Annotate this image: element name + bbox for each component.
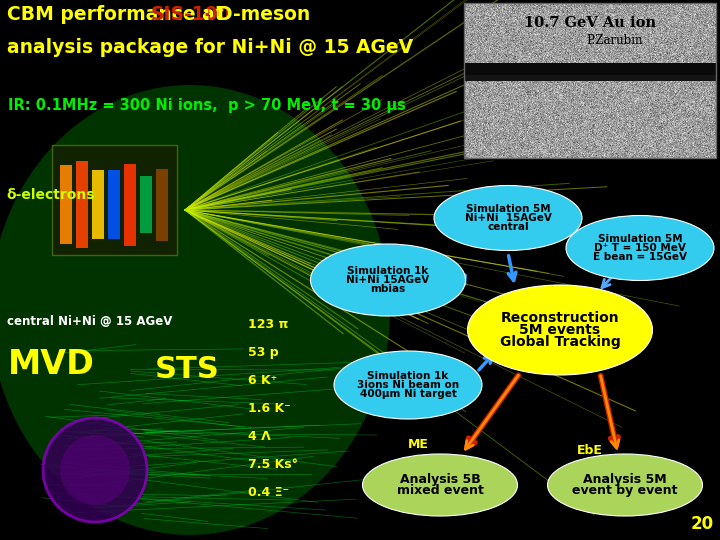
Text: 0.4 Ξ⁻: 0.4 Ξ⁻ (248, 486, 289, 499)
Ellipse shape (566, 215, 714, 280)
Text: 10.7 GeV Au ion: 10.7 GeV Au ion (524, 16, 656, 30)
Text: STS: STS (155, 355, 220, 384)
Bar (108, 170, 120, 239)
Text: 3ions Ni beam on: 3ions Ni beam on (357, 380, 459, 390)
Text: 20: 20 (691, 515, 714, 533)
Ellipse shape (547, 454, 703, 516)
Text: Analysis 5M: Analysis 5M (583, 473, 667, 486)
Bar (76, 161, 88, 248)
Ellipse shape (310, 244, 466, 316)
Text: D⁺ T = 150 MeV: D⁺ T = 150 MeV (594, 243, 686, 253)
Text: EbE: EbE (577, 443, 603, 456)
Bar (464, 3, 716, 158)
Ellipse shape (0, 85, 390, 535)
Text: IR: 0.1MHz = 300 Ni ions,  p > 70 MeV, t = 30 μs: IR: 0.1MHz = 300 Ni ions, p > 70 MeV, t … (8, 98, 406, 113)
Text: MVD: MVD (8, 348, 95, 381)
Ellipse shape (334, 351, 482, 419)
Circle shape (43, 418, 147, 522)
Ellipse shape (434, 186, 582, 251)
Text: CBM performance at: CBM performance at (7, 5, 230, 24)
Ellipse shape (467, 285, 652, 375)
Text: SIS-100: SIS-100 (150, 5, 231, 24)
Bar (156, 169, 168, 241)
Text: Global Tracking: Global Tracking (500, 335, 621, 349)
Text: 6 K⁺: 6 K⁺ (248, 374, 277, 387)
Text: 123 π: 123 π (248, 318, 289, 331)
Text: Ni+Ni 15AGeV: Ni+Ni 15AGeV (346, 275, 430, 285)
Text: analysis package for Ni+Ni @ 15 AGeV: analysis package for Ni+Ni @ 15 AGeV (7, 38, 413, 57)
Text: δ-electrons: δ-electrons (6, 188, 94, 202)
Text: mbias: mbias (370, 284, 405, 294)
Text: ME: ME (408, 438, 428, 451)
Bar (92, 170, 104, 239)
Text: 400μm Ni target: 400μm Ni target (359, 389, 456, 399)
Bar (60, 165, 72, 244)
Ellipse shape (362, 454, 518, 516)
Text: Analysis 5B: Analysis 5B (400, 473, 480, 486)
Text: Simulation 5M: Simulation 5M (598, 234, 683, 244)
Text: 1.6 K⁻: 1.6 K⁻ (248, 402, 291, 415)
Bar (52, 145, 177, 255)
Text: 7.5 Ks°: 7.5 Ks° (248, 458, 298, 471)
Bar (140, 176, 152, 233)
Text: : D-meson: : D-meson (203, 5, 310, 24)
Text: event by event: event by event (572, 484, 678, 497)
Text: E bean = 15GeV: E bean = 15GeV (593, 252, 687, 262)
Text: Simulation 1k: Simulation 1k (347, 266, 428, 276)
Text: P.Zarubin: P.Zarubin (587, 35, 643, 48)
Text: 5M events: 5M events (519, 323, 600, 337)
Circle shape (60, 435, 130, 505)
Text: 53 p: 53 p (248, 346, 279, 359)
Text: Simulation 1k: Simulation 1k (367, 370, 449, 381)
Text: Simulation 5M: Simulation 5M (466, 204, 550, 214)
Bar (124, 164, 136, 246)
Text: central: central (487, 222, 528, 232)
Text: central Ni+Ni @ 15 AGeV: central Ni+Ni @ 15 AGeV (7, 315, 172, 328)
Text: Reconstruction: Reconstruction (500, 311, 619, 325)
Text: mixed event: mixed event (397, 484, 483, 497)
Text: 4 Λ: 4 Λ (248, 430, 271, 443)
Text: Ni+Ni  15AGeV: Ni+Ni 15AGeV (464, 213, 552, 223)
